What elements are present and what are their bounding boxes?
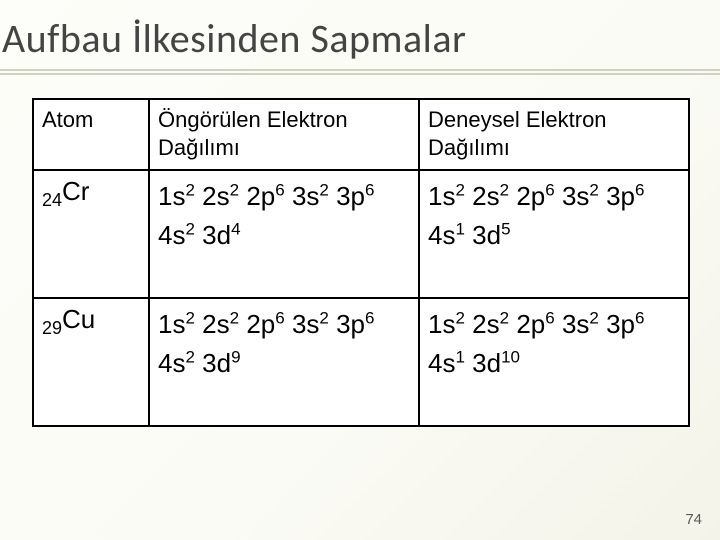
predicted-config-cell: 1s2 2s2 2p6 3s2 3p64s2 3d9 bbox=[149, 298, 419, 426]
table-row: 29Cu1s2 2s2 2p6 3s2 3p64s2 3d91s2 2s2 2p… bbox=[33, 298, 689, 426]
atom-cell: 24Cr bbox=[33, 170, 149, 298]
slide-title: Aufbau İlkesinden Sapmalar bbox=[2, 14, 466, 63]
atom-cell: 29Cu bbox=[33, 298, 149, 426]
col-header-predicted: Öngörülen Elektron Dağılımı bbox=[149, 99, 419, 170]
experimental-config-cell: 1s2 2s2 2p6 3s2 3p64s1 3d10 bbox=[419, 298, 689, 426]
col-header-experimental: Deneysel Elektron Dağılımı bbox=[419, 99, 689, 170]
title-underline-bottom bbox=[0, 73, 720, 75]
table-header-row: Atom Öngörülen Elektron Dağılımı Deneyse… bbox=[33, 99, 689, 170]
experimental-config-cell: 1s2 2s2 2p6 3s2 3p64s1 3d5 bbox=[419, 170, 689, 298]
col-header-atom: Atom bbox=[33, 99, 149, 170]
electron-config-table: Atom Öngörülen Elektron Dağılımı Deneyse… bbox=[32, 98, 690, 427]
table-row: 24Cr1s2 2s2 2p6 3s2 3p64s2 3d41s2 2s2 2p… bbox=[33, 170, 689, 298]
title-underline-top bbox=[0, 69, 720, 71]
predicted-config-cell: 1s2 2s2 2p6 3s2 3p64s2 3d4 bbox=[149, 170, 419, 298]
page-number: 74 bbox=[685, 511, 702, 528]
table-body: 24Cr1s2 2s2 2p6 3s2 3p64s2 3d41s2 2s2 2p… bbox=[33, 170, 689, 426]
